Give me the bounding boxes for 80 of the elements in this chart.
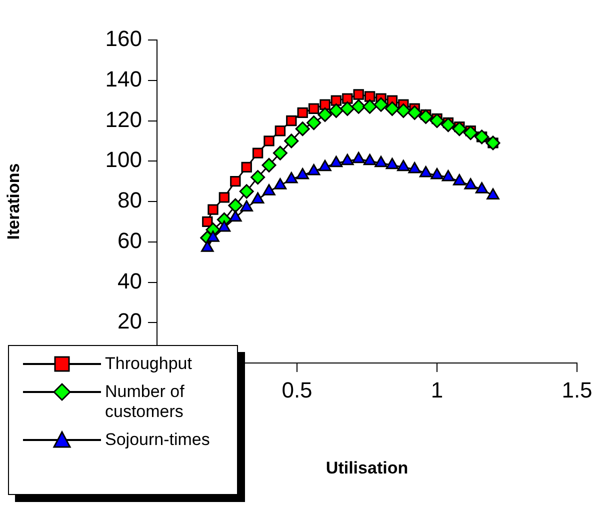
point xyxy=(397,160,410,172)
y-tick-label: 20 xyxy=(118,308,142,334)
point xyxy=(330,95,342,106)
legend-label: Throughput xyxy=(105,354,193,374)
y-tick-label: 160 xyxy=(105,26,142,52)
point xyxy=(296,168,309,180)
y-tick-label: 120 xyxy=(105,106,142,132)
point xyxy=(229,210,242,222)
point xyxy=(464,178,477,190)
y-tick-label: 100 xyxy=(105,147,142,172)
point xyxy=(318,160,332,172)
x-axis-title: Utilisation xyxy=(326,458,408,478)
point xyxy=(363,154,376,166)
point xyxy=(430,114,444,128)
point xyxy=(201,240,214,252)
point xyxy=(419,166,432,178)
point xyxy=(318,107,332,122)
point xyxy=(374,156,388,168)
point xyxy=(408,162,421,174)
x-tick-label: 1.5 xyxy=(562,377,592,402)
point xyxy=(463,126,478,140)
point xyxy=(230,176,241,187)
y-tick-label: 60 xyxy=(118,228,142,253)
point xyxy=(374,97,388,112)
point xyxy=(486,188,500,200)
point xyxy=(396,103,411,118)
point xyxy=(252,148,264,158)
point xyxy=(306,116,322,130)
point xyxy=(452,122,467,136)
point xyxy=(362,99,378,114)
point xyxy=(341,154,354,166)
point xyxy=(218,220,231,232)
legend-label: Sojourn-times xyxy=(105,430,211,450)
point xyxy=(352,152,365,164)
point xyxy=(239,184,254,199)
y-tick-label: 140 xyxy=(105,66,142,92)
point xyxy=(295,122,310,136)
point xyxy=(250,170,266,185)
point xyxy=(430,168,444,180)
point xyxy=(453,174,466,186)
point xyxy=(241,162,252,173)
point xyxy=(307,164,320,176)
point xyxy=(218,192,230,203)
point xyxy=(251,192,264,204)
point xyxy=(351,99,366,114)
point xyxy=(328,103,344,118)
point xyxy=(320,99,330,110)
y-tick-label: 40 xyxy=(118,268,142,294)
point xyxy=(442,170,455,182)
point xyxy=(264,136,274,146)
point xyxy=(208,204,218,215)
point xyxy=(285,172,298,184)
point xyxy=(340,101,355,116)
point xyxy=(272,146,288,160)
x-tick-label: 1 xyxy=(430,377,444,402)
point xyxy=(262,184,276,196)
y-tick-label: 80 xyxy=(118,188,142,213)
point xyxy=(286,115,297,126)
point xyxy=(353,89,364,100)
y-axis-title: Iterations xyxy=(4,163,23,240)
point xyxy=(418,109,434,124)
x-tick-label: 0.5 xyxy=(282,377,312,402)
point xyxy=(342,93,353,104)
point xyxy=(274,126,286,136)
point xyxy=(206,230,220,242)
point xyxy=(262,158,276,172)
point xyxy=(240,200,253,212)
point xyxy=(364,91,376,102)
legend-label: Number of customers xyxy=(105,382,186,422)
point xyxy=(228,198,243,213)
point xyxy=(386,158,399,170)
point xyxy=(308,103,320,114)
point xyxy=(297,107,308,118)
point xyxy=(274,178,287,190)
point xyxy=(407,105,422,120)
point xyxy=(330,156,343,168)
point xyxy=(284,134,299,148)
point xyxy=(475,182,488,194)
point xyxy=(384,101,400,116)
point xyxy=(440,118,456,132)
